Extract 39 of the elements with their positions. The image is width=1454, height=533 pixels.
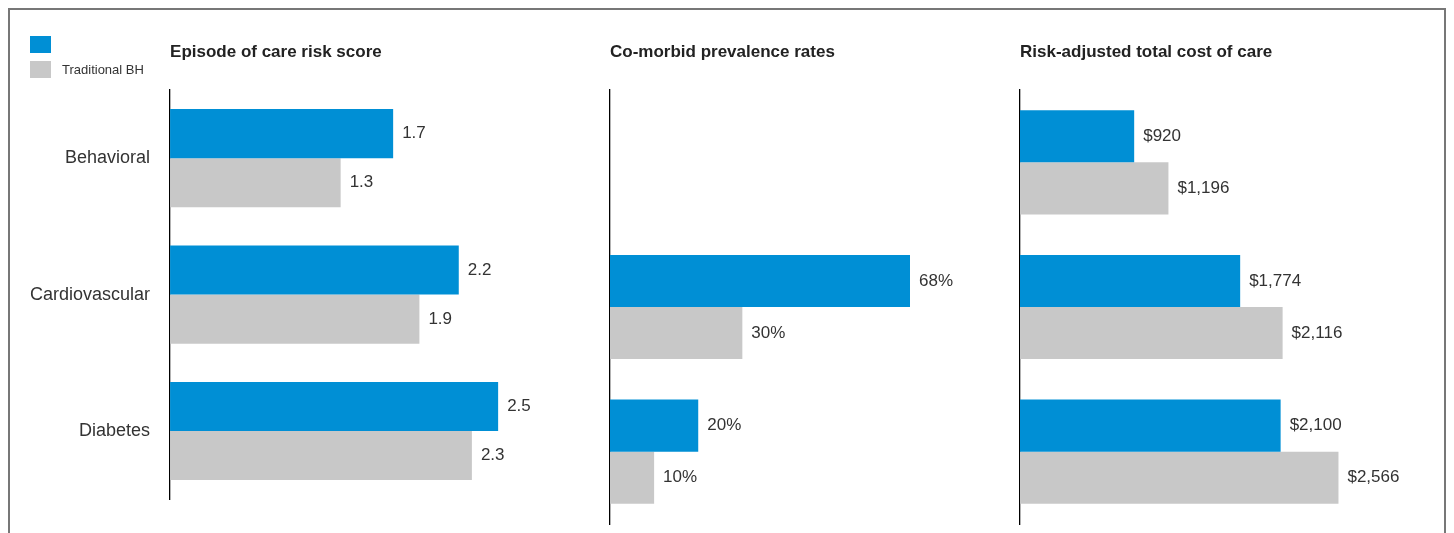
data-label: 1.9 — [428, 308, 453, 328]
bar — [610, 399, 699, 452]
y-tick-label: Cardiovascular — [29, 283, 151, 304]
chart-title: Risk-adjusted total cost of care — [1020, 41, 1273, 61]
bar — [610, 307, 743, 360]
data-label: $2,100 — [1289, 415, 1342, 435]
data-label: 2.5 — [507, 396, 531, 416]
data-label: 2.3 — [480, 445, 505, 465]
bar — [170, 431, 472, 481]
chart-title: Co-morbid prevalence rates — [610, 41, 835, 61]
data-label: 68% — [919, 270, 954, 290]
data-label: 10% — [663, 467, 698, 487]
y-tick-label: Behavioral — [64, 147, 151, 168]
data-label: $1,196 — [1177, 178, 1230, 198]
y-tick-label: Diabetes — [79, 419, 151, 440]
chart-title: Episode of care risk score — [170, 41, 382, 61]
bar — [610, 451, 655, 504]
data-label: $920 — [1143, 125, 1182, 145]
bar — [1020, 399, 1281, 452]
data-label: 2.2 — [467, 259, 492, 279]
bar — [610, 254, 910, 307]
bar — [170, 381, 499, 431]
bar — [1020, 254, 1241, 307]
data-label: 1.7 — [402, 123, 426, 143]
legend-label: Traditional BH — [62, 61, 144, 77]
data-label: 1.3 — [349, 172, 374, 192]
bar — [1020, 110, 1135, 163]
bar — [170, 294, 420, 344]
data-label: 30% — [751, 322, 786, 342]
bar — [1020, 451, 1339, 504]
data-label: $2,116 — [1291, 322, 1343, 342]
bar — [1020, 307, 1283, 360]
bar — [1020, 162, 1169, 215]
data-label: 20% — [707, 415, 742, 435]
data-label: $2,566 — [1347, 467, 1400, 487]
bar — [170, 158, 341, 208]
bar — [170, 245, 459, 295]
data-label: $1,774 — [1249, 270, 1302, 290]
bar — [170, 109, 394, 159]
